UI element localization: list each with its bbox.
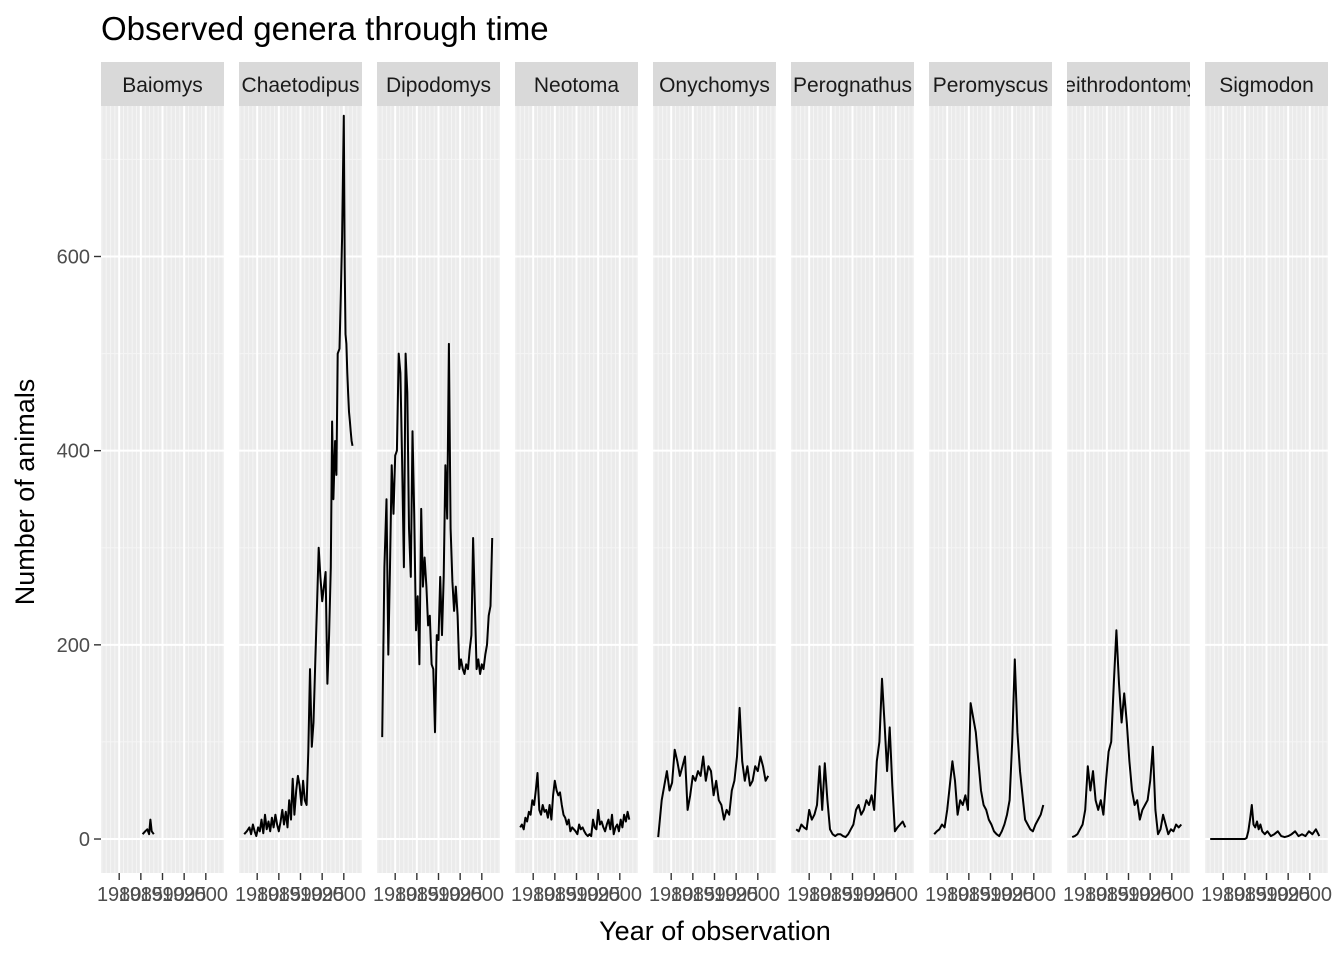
x-tick-label: 2000 (1288, 884, 1333, 906)
x-tick-label: 2000 (736, 884, 781, 906)
facet-strip-label: Chaetodipus (242, 74, 360, 97)
x-tick-label: 1995 (300, 884, 345, 906)
facet-strip-label: Sigmodon (1219, 74, 1314, 97)
x-tick-label: 1980 (373, 884, 418, 906)
x-tick-label: 1980 (97, 884, 142, 906)
facet-strip (791, 62, 914, 106)
x-tick-label: 1990 (830, 884, 875, 906)
series-line-reithrodontomys (1071, 629, 1183, 839)
x-tick-label: 1985 (947, 884, 992, 906)
x-tick-label: 1980 (787, 884, 832, 906)
x-tick-label: 1980 (649, 884, 694, 906)
series-line-peromyscus (933, 658, 1045, 838)
x-tick-label: 1995 (1128, 884, 1173, 906)
x-tick-label: 1990 (968, 884, 1013, 906)
x-tick-label: 1995 (162, 884, 207, 906)
x-tick-label: 1980 (1063, 884, 1108, 906)
x-tick-label: 2000 (1150, 884, 1195, 906)
facet-strip (1067, 62, 1190, 106)
x-tick-label: 2000 (460, 884, 505, 906)
series-line-onychomys (657, 706, 770, 838)
facet-strip-label: Peromyscus (933, 74, 1049, 97)
x-tick-label: 1990 (554, 884, 599, 906)
x-tick-label: 1995 (1266, 884, 1311, 906)
x-tick-label: 1985 (119, 884, 164, 906)
facet-strip (377, 62, 500, 106)
chart-title: Observed genera through time (101, 10, 549, 47)
x-tick-label: 1990 (278, 884, 323, 906)
x-tick-label: 1995 (576, 884, 621, 906)
x-tick-label: 1985 (533, 884, 578, 906)
facet-panels: Baiomys19801985199019952000Chaetodipus19… (97, 62, 1332, 906)
facet-strip (101, 62, 224, 106)
x-tick-label: 2000 (322, 884, 367, 906)
x-tick-label: 1980 (235, 884, 280, 906)
y-axis-title: Number of animals (10, 379, 40, 606)
facet-strip (653, 62, 776, 106)
facet-strip-label: Onychomys (659, 74, 770, 97)
facet-strip-label: Baiomys (122, 74, 203, 97)
facet-strip (1205, 62, 1328, 106)
y-tick-label: 0 (79, 829, 90, 851)
x-tick-label: 1990 (416, 884, 461, 906)
facet-strip (929, 62, 1052, 106)
x-tick-label: 1995 (714, 884, 759, 906)
x-tick-label: 1980 (511, 884, 556, 906)
x-tick-label: 2000 (598, 884, 643, 906)
x-tick-label: 1985 (1085, 884, 1130, 906)
x-tick-label: 1980 (1201, 884, 1246, 906)
facet-strip-label: Dipodomys (386, 74, 491, 97)
x-tick-label: 1985 (809, 884, 854, 906)
x-tick-label: 1995 (438, 884, 483, 906)
x-tick-label: 1985 (257, 884, 302, 906)
y-tick-label: 600 (57, 246, 90, 268)
facet-strip-label: Perognathus (793, 74, 912, 97)
series-line-baiomys (141, 818, 155, 836)
x-tick-label: 1990 (1244, 884, 1289, 906)
facet-strip (239, 62, 362, 106)
x-tick-label: 1995 (852, 884, 897, 906)
x-tick-label: 1985 (1223, 884, 1268, 906)
y-tick-label: 200 (57, 635, 90, 657)
series-line-perognathus (795, 677, 907, 839)
facet-strip (515, 62, 638, 106)
x-tick-label: 1980 (925, 884, 970, 906)
facet-strip-label: Neotoma (534, 74, 620, 97)
x-tick-label: 2000 (1012, 884, 1057, 906)
series-line-neotoma (519, 772, 631, 838)
x-tick-label: 1990 (1106, 884, 1151, 906)
x-tick-label: 2000 (874, 884, 919, 906)
y-axis: 0 200 400 600 (57, 246, 101, 851)
series-line-dipodomys (381, 342, 494, 738)
x-tick-label: 1995 (990, 884, 1035, 906)
series-line-chaetodipus (243, 114, 354, 838)
x-tick-label: 2000 (184, 884, 229, 906)
series-line-sigmodon (1210, 804, 1321, 840)
y-tick-label: 400 (57, 441, 90, 463)
x-tick-label: 1985 (671, 884, 716, 906)
x-tick-label: 1990 (692, 884, 737, 906)
x-tick-label: 1985 (395, 884, 440, 906)
x-axis-title: Year of observation (599, 916, 831, 946)
x-tick-label: 1990 (140, 884, 185, 906)
facet-strip-label: Reithrodontomys (1049, 74, 1208, 97)
